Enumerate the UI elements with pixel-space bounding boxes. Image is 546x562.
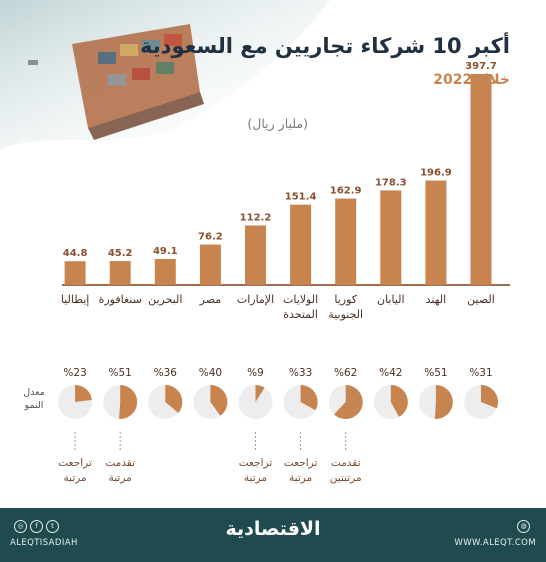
- rank-change-label: تقدمت: [105, 457, 135, 469]
- bar: [109, 261, 131, 285]
- growth-label: %42: [379, 367, 402, 379]
- value-label: 49.1: [153, 246, 178, 257]
- pie-slice: [334, 385, 363, 420]
- growth-axis-label: معدل: [23, 387, 45, 398]
- chart-subtitle: خلال 2022: [433, 72, 510, 88]
- website-link[interactable]: WWW.ALEQT.COM: [454, 538, 536, 548]
- category-label: البحرين: [148, 293, 182, 306]
- pie-slice: [75, 385, 92, 402]
- bar: [380, 190, 402, 285]
- value-label: 112.2: [240, 212, 272, 223]
- rank-change-label: تراجعت: [58, 457, 92, 469]
- bar: [335, 198, 357, 285]
- twitter-icon[interactable]: t: [46, 520, 59, 533]
- growth-label: %40: [199, 367, 222, 379]
- category-label: الولايات: [283, 293, 318, 306]
- social-handle[interactable]: ALEQTISADIAH: [10, 538, 78, 548]
- facebook-icon[interactable]: f: [30, 520, 43, 533]
- bar: [199, 244, 221, 285]
- value-label: 44.8: [63, 248, 88, 259]
- category-label: الجنوبية: [328, 308, 363, 321]
- growth-label: %23: [63, 367, 86, 379]
- pie-slice: [434, 385, 453, 419]
- growth-label: %33: [289, 367, 312, 379]
- growth-axis-label: النمو: [24, 400, 44, 411]
- category-label: الصين: [467, 293, 495, 306]
- ship-photo: [0, 0, 330, 150]
- category-label: اليابان: [377, 293, 405, 306]
- bar: [425, 180, 447, 285]
- brand-logo: الاقتصادية: [225, 518, 321, 540]
- bar: [64, 261, 86, 285]
- growth-label: %62: [334, 367, 357, 379]
- globe-icon: ◍: [517, 520, 530, 533]
- value-label: 162.9: [330, 186, 362, 197]
- growth-label: %9: [247, 367, 264, 379]
- growth-label: %31: [469, 367, 492, 379]
- pie-slice: [119, 385, 138, 419]
- value-label: 196.9: [420, 168, 452, 179]
- pie-slice: [210, 385, 228, 416]
- unit-label: (مليار ريال): [247, 116, 308, 131]
- bar: [154, 258, 176, 285]
- category-label: المتحدة: [283, 308, 318, 321]
- chart-title: أكبر 10 شركاء تجاريين مع السعودية: [140, 34, 510, 58]
- bar: [290, 204, 312, 285]
- growth-label: %36: [154, 367, 178, 379]
- rank-change-label: مرتبة: [109, 472, 132, 484]
- growth-label: %51: [109, 367, 132, 379]
- growth-label: %51: [424, 367, 447, 379]
- category-label: الهند: [426, 293, 447, 306]
- rank-change-label: تراجعت: [239, 457, 273, 469]
- category-label: سنغافورة: [99, 293, 142, 306]
- value-label: 151.4: [285, 192, 317, 203]
- footer-bar: ◎ f t ALEQTISADIAH الاقتصادية ◍ WWW.ALEQ…: [0, 508, 546, 562]
- pie-slice: [300, 385, 318, 411]
- pie-slice: [255, 385, 265, 402]
- category-label: مصر: [199, 293, 222, 306]
- value-label: 178.3: [375, 177, 407, 188]
- bar-chart: 397.7 الصين 196.9 الهند 178.3 اليابان 162.9 كور…: [0, 0, 510, 484]
- rank-change-label: مرتبة: [289, 472, 312, 484]
- value-label: 397.7: [465, 61, 497, 72]
- pie-slice: [481, 385, 499, 409]
- pie-slice: [165, 385, 183, 413]
- instagram-icon[interactable]: ◎: [14, 520, 27, 533]
- category-label: كوريا: [334, 293, 357, 306]
- rank-change-label: مرتبتين: [330, 472, 362, 484]
- category-label: إيطاليا: [61, 293, 90, 306]
- rank-change-label: مرتبة: [64, 472, 87, 484]
- rank-change-label: تقدمت: [331, 457, 361, 469]
- rank-change-label: مرتبة: [244, 472, 267, 484]
- bar: [245, 225, 266, 285]
- category-label: الإمارات: [237, 293, 274, 306]
- bar: [470, 74, 492, 285]
- pie-slice: [390, 385, 408, 417]
- rank-change-label: تراجعت: [284, 457, 318, 469]
- value-label: 76.2: [198, 232, 223, 243]
- value-label: 45.2: [108, 248, 133, 259]
